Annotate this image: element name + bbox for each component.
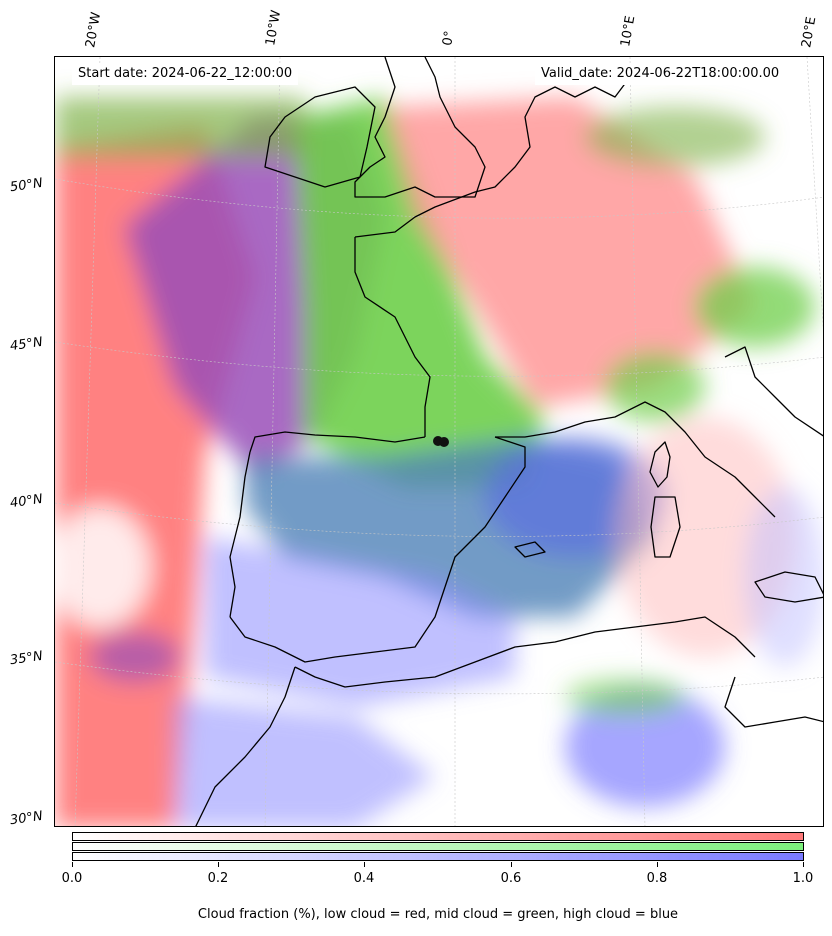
coast-libya: [724, 676, 823, 728]
lat-label-30n: 30°N: [9, 808, 44, 829]
coast-portugal: [229, 451, 251, 618]
colorbar-tick: [218, 862, 219, 867]
station-marker: [439, 437, 449, 447]
graticule-meridian-10w: [264, 57, 281, 826]
coast-france-north: [354, 76, 631, 238]
high-cloud-africa: [565, 687, 725, 807]
low-cloud-europe: [385, 97, 755, 407]
low-high-cloud-canaries: [90, 632, 180, 682]
lon-label-10w: 10°W: [263, 9, 285, 48]
coast-morocco-atlantic: [195, 666, 296, 826]
colorbar-tick-label: 1.0: [792, 871, 814, 886]
lon-label-20w: 20°W: [83, 11, 105, 50]
coast-north-spain: [249, 431, 426, 453]
colorbar-low-cloud: [72, 832, 804, 841]
coast-north-africa: [294, 616, 756, 688]
lon-label-20e: 20°E: [799, 15, 820, 49]
clear-patch-atlantic: [55, 507, 150, 627]
mid-cloud-germany: [585, 107, 765, 167]
coast-gulf-of-lion-italy: [495, 401, 776, 518]
lon-label-0: 0°: [440, 29, 458, 47]
colorbar-tick-label: 0.8: [646, 871, 668, 886]
high-cloud-east: [745, 487, 823, 667]
lat-label-45n: 45°N: [9, 334, 44, 355]
mid-cloud-italy: [605, 352, 705, 422]
mid-cloud-north: [55, 97, 305, 157]
coast-south-spain: [229, 586, 446, 663]
colorbar-tick: [657, 862, 658, 867]
colorbar-tick-label: 0.0: [61, 871, 83, 886]
graticule-parallel-35n: [55, 661, 823, 695]
coast-italy-adriatic: [724, 346, 823, 437]
colorbar-mid-cloud: [72, 842, 804, 851]
high-cloud-south: [205, 537, 515, 707]
coastlines: [195, 57, 823, 826]
colorbar-tick: [803, 862, 804, 867]
high-cloud-sw: [175, 697, 435, 826]
coast-balearics: [514, 541, 546, 558]
mid-cloud-biscay: [295, 97, 545, 487]
graticule: [55, 57, 823, 826]
colorbar-tick: [364, 862, 365, 867]
coast-great-britain: [354, 57, 486, 198]
cloud-fraction-map[interactable]: [54, 56, 824, 827]
coast-corsica: [649, 441, 671, 488]
lat-label-40n: 40°N: [9, 491, 44, 512]
colorbar-tick: [72, 862, 73, 867]
colorbar-tick-label: 0.6: [500, 871, 522, 886]
lat-label-35n: 35°N: [9, 648, 44, 669]
lon-label-10e: 10°E: [618, 14, 639, 48]
valid-date-label: Valid_date: 2024-06-22T18:00:00.00: [535, 63, 786, 85]
colorbar-tick-label: 0.4: [353, 871, 375, 886]
colorbar-tick: [511, 862, 512, 867]
station-marker: [433, 436, 443, 446]
colorbar-tick-label: 0.2: [207, 871, 229, 886]
mid-cloud-alps: [695, 267, 815, 347]
colorbar-caption: Cloud fraction (%), low cloud = red, mid…: [197, 907, 679, 922]
coast-east-spain: [444, 436, 526, 588]
graticule-meridian-10e: [629, 57, 646, 826]
coast-brittany-biscay: [354, 237, 431, 437]
mid-cloud-africa: [565, 679, 685, 715]
cloud-field-layer: [55, 97, 823, 826]
lat-label-50n: 50°N: [9, 175, 44, 196]
graticule-parallel-45n: [55, 341, 823, 377]
coast-sardinia: [650, 496, 681, 558]
start-date-label: Start date: 2024-06-22_12:00:00: [72, 63, 299, 85]
colorbar-high-cloud: [72, 852, 804, 861]
map-canvas: [55, 57, 823, 826]
graticule-parallel-40n: [55, 502, 823, 537]
coast-ireland: [264, 86, 376, 188]
coast-sicily: [754, 571, 823, 603]
